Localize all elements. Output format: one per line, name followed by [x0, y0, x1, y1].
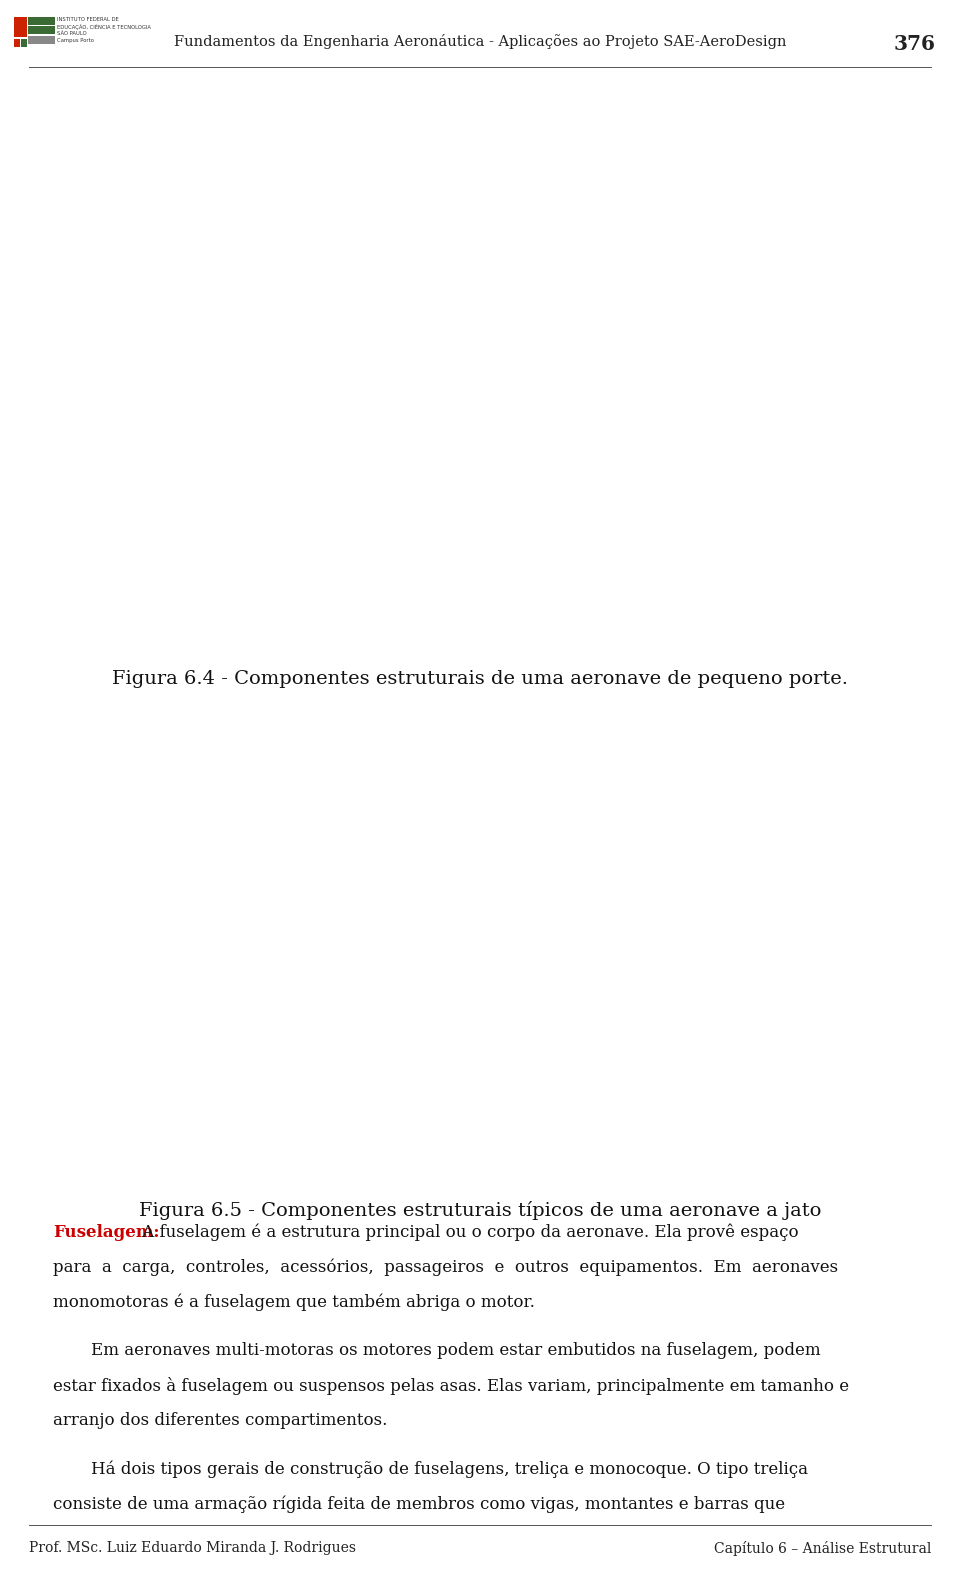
Text: Fundamentos da Engenharia Aeronáutica - Aplicações ao Projeto SAE-AeroDesign: Fundamentos da Engenharia Aeronáutica - … — [174, 33, 786, 49]
Text: para  a  carga,  controles,  acessórios,  passageiros  e  outros  equipamentos. : para a carga, controles, acessórios, pas… — [53, 1258, 838, 1276]
Bar — [28, 35, 55, 43]
Text: Capítulo 6 – Análise Estrutural: Capítulo 6 – Análise Estrutural — [714, 1541, 931, 1555]
Text: consiste de uma armação rígida feita de membros como vigas, montantes e barras q: consiste de uma armação rígida feita de … — [53, 1496, 785, 1514]
Text: estar fixados à fuselagem ou suspensos pelas asas. Elas variam, principalmente e: estar fixados à fuselagem ou suspensos p… — [53, 1377, 849, 1395]
Bar — [28, 25, 55, 33]
Text: monomotoras é a fuselagem que também abriga o motor.: monomotoras é a fuselagem que também abr… — [53, 1293, 535, 1311]
Text: Há dois tipos gerais de construção de fuselagens, treliça e monocoque. O tipo tr: Há dois tipos gerais de construção de fu… — [91, 1461, 808, 1479]
Bar — [28, 16, 55, 24]
Bar — [14, 16, 27, 36]
Bar — [21, 38, 27, 46]
Text: Figura 6.5 - Componentes estruturais típicos de uma aeronave a jato: Figura 6.5 - Componentes estruturais típ… — [139, 1201, 821, 1220]
Bar — [53, 87, 917, 650]
Text: arranjo dos diferentes compartimentos.: arranjo dos diferentes compartimentos. — [53, 1412, 387, 1430]
Text: Prof. MSc. Luiz Eduardo Miranda J. Rodrigues: Prof. MSc. Luiz Eduardo Miranda J. Rodri… — [29, 1541, 356, 1555]
Bar — [53, 705, 917, 1181]
Text: INSTITUTO FEDERAL DE
EDUCAÇÃO, CIÊNCIA E TECNOLOGIA
SÃO PAULO
Campus Porto: INSTITUTO FEDERAL DE EDUCAÇÃO, CIÊNCIA E… — [57, 16, 151, 43]
Text: Fuselagem:: Fuselagem: — [53, 1224, 159, 1241]
Bar — [14, 38, 20, 46]
Text: Figura 6.4 - Componentes estruturais de uma aeronave de pequeno porte.: Figura 6.4 - Componentes estruturais de … — [112, 670, 848, 688]
Text: 376: 376 — [894, 33, 936, 54]
Text: Em aeronaves multi-motoras os motores podem estar embutidos na fuselagem, podem: Em aeronaves multi-motoras os motores po… — [91, 1342, 821, 1360]
Text: A fuselagem é a estrutura principal ou o corpo da aeronave. Ela provê espaço: A fuselagem é a estrutura principal ou o… — [137, 1224, 799, 1241]
